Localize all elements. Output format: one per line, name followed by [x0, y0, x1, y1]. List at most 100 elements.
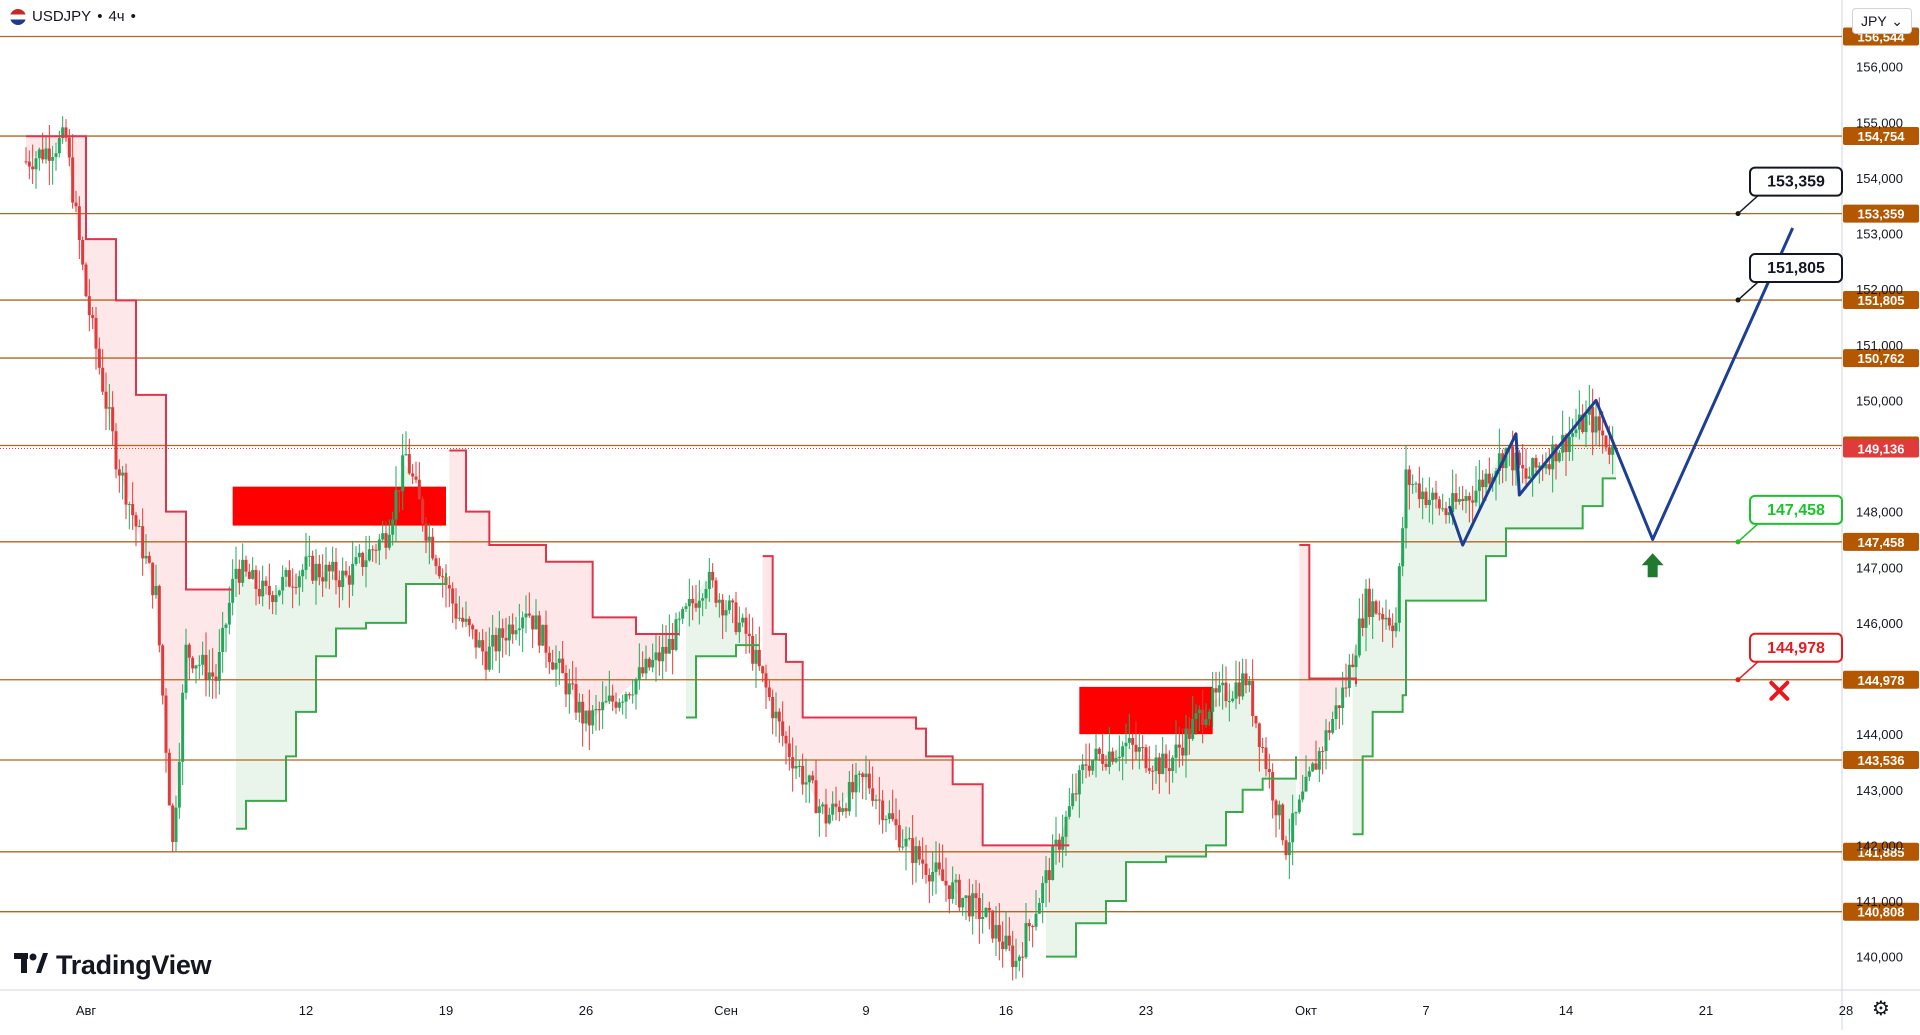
candle-body [174, 807, 178, 842]
candle-body [1271, 772, 1275, 801]
candle-body [997, 925, 1001, 942]
candle-body [557, 658, 561, 663]
y-tick-label: 153,000 [1856, 227, 1903, 242]
candle-body [347, 575, 351, 585]
candle-body [77, 206, 81, 241]
candle-body [604, 701, 608, 703]
candle-body [271, 595, 275, 603]
candle-body [507, 624, 511, 641]
candle-body [474, 629, 478, 648]
timeframe-label[interactable]: 4ч [108, 8, 125, 25]
candle-body [534, 615, 538, 630]
candle-body [114, 431, 118, 470]
candle-body [901, 846, 905, 848]
callout-box[interactable] [1749, 632, 1843, 663]
supply-zone[interactable] [232, 486, 446, 526]
candle-body [511, 624, 515, 635]
candle-body [1074, 793, 1078, 795]
candle-body [737, 622, 741, 633]
callout-anchor [1735, 539, 1741, 545]
candle-body [1051, 845, 1055, 881]
candle-body [1341, 687, 1345, 709]
candle-body [121, 472, 125, 476]
x-tick-label: 23 [1139, 1003, 1153, 1018]
level-price-tag [1843, 532, 1919, 551]
candle-body [1104, 763, 1108, 767]
candle-body [1004, 935, 1008, 950]
tradingview-logo[interactable]: TradingView [14, 950, 212, 981]
candle-body [251, 569, 255, 579]
candle-body [974, 893, 978, 898]
candle-body [1007, 935, 1011, 946]
level-price-tag [1843, 349, 1919, 368]
candle-body [517, 628, 521, 631]
candle-body [437, 566, 441, 577]
candle-body [344, 570, 348, 576]
x-tick-label: 9 [862, 1003, 869, 1018]
candle-body [521, 617, 525, 629]
candle-body [291, 586, 295, 588]
candle-body [1314, 763, 1318, 770]
candle-body [1454, 493, 1458, 502]
candle-body [1357, 618, 1361, 656]
y-tick-label: 152,000 [1856, 282, 1903, 297]
candle-body [1011, 945, 1015, 968]
callout-box[interactable] [1749, 166, 1843, 197]
candle-body [461, 617, 465, 622]
arrow-up-icon[interactable] [1641, 553, 1664, 578]
gear-icon[interactable]: ⚙ [1872, 998, 1890, 1020]
candle-body [697, 600, 701, 608]
candle-body [1267, 769, 1271, 773]
candle-body [977, 897, 981, 920]
candle-body [101, 367, 105, 392]
candle-body [607, 695, 611, 702]
candle-body [864, 773, 868, 778]
callout-box[interactable] [1749, 494, 1843, 525]
candle-body [954, 879, 958, 883]
candle-body [727, 600, 731, 611]
supertrend-fill [449, 450, 680, 721]
candle-body [424, 523, 428, 541]
candle-body [1514, 452, 1518, 471]
candle-body [1571, 433, 1575, 437]
x-tick-label: 21 [1699, 1003, 1713, 1018]
level-price-label: 141,885 [1858, 845, 1905, 860]
candle-body [1487, 473, 1491, 484]
candle-body [764, 673, 768, 688]
candle-body [147, 555, 151, 563]
level-price-tag [1843, 127, 1919, 146]
candle-body [1137, 747, 1141, 752]
candle-body [467, 618, 471, 626]
candle-body [94, 317, 98, 349]
candle-body [451, 588, 455, 604]
supertrend-fill [686, 579, 760, 718]
currency-select[interactable]: JPY ⌄ [1852, 8, 1912, 34]
projection-path[interactable] [1447, 227, 1795, 547]
candle-body [1077, 770, 1081, 795]
candle-body [127, 504, 131, 506]
candle-body [1164, 753, 1168, 769]
candle-body [811, 775, 815, 781]
candle-body [1127, 737, 1131, 743]
candle-body [1054, 839, 1058, 846]
candle-body [927, 874, 931, 882]
x-tick-label: 19 [439, 1003, 453, 1018]
candle-body [587, 710, 591, 726]
candle-body [1124, 742, 1128, 747]
symbol-label[interactable]: USDJPY [32, 8, 92, 25]
candle-body [311, 555, 315, 581]
chevron-down-icon: ⌄ [1891, 12, 1903, 29]
candle-body [821, 804, 825, 807]
cross-icon[interactable] [1769, 680, 1790, 701]
candle-body [481, 640, 485, 652]
callout-box[interactable] [1749, 253, 1843, 284]
y-tick-label: 143,000 [1856, 783, 1903, 798]
supply-zone[interactable] [1079, 686, 1213, 735]
candle-body [201, 654, 205, 665]
candle-body [547, 652, 551, 663]
x-tick-label: 14 [1559, 1003, 1573, 1018]
candle-body [1014, 960, 1018, 968]
candle-body [1377, 613, 1381, 615]
candle-body [1244, 673, 1248, 686]
